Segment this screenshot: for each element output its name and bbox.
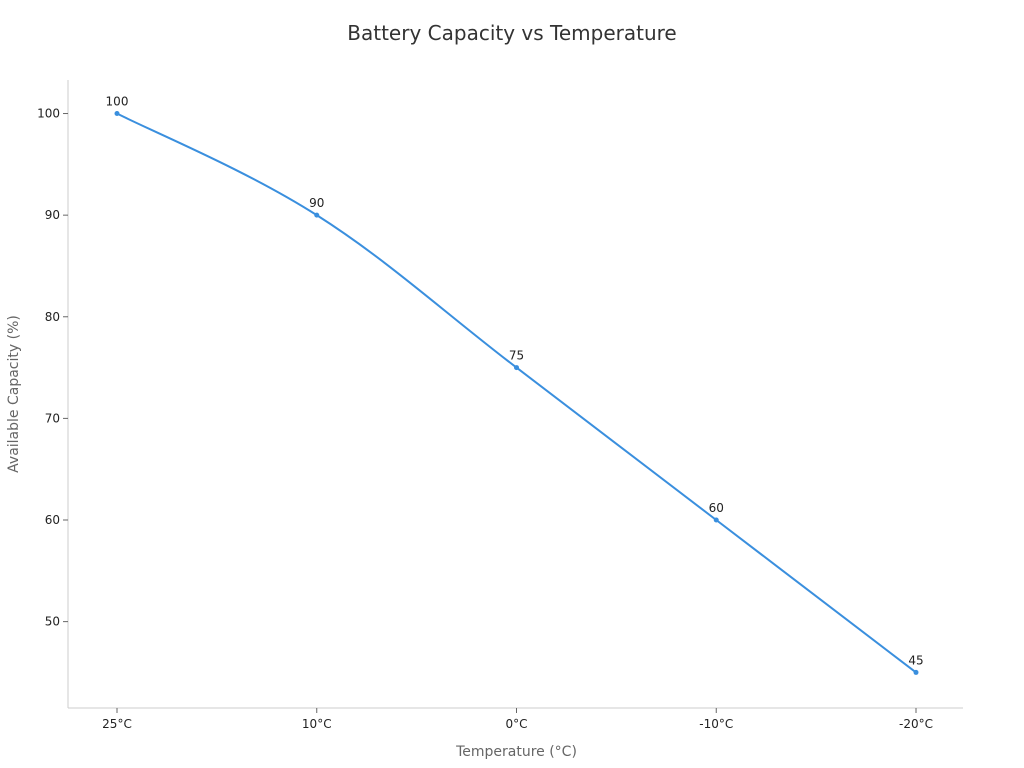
data-label: 45	[908, 653, 923, 667]
data-labels: 100 90 75 60 45	[106, 95, 924, 668]
y-tick-label: 100	[37, 107, 60, 121]
y-axis-label: Available Capacity (%)	[6, 315, 22, 473]
series-line	[116, 112, 917, 674]
data-point	[314, 212, 320, 218]
x-axis-label: Temperature (°C)	[455, 744, 577, 760]
y-tick-label: 50	[45, 615, 60, 629]
x-tick-label: -10°C	[699, 717, 733, 731]
data-label: 60	[709, 501, 724, 515]
x-tick-label: 10°C	[302, 717, 332, 731]
y-axis-ticks: 50 60 70 80 90 100	[37, 107, 68, 629]
y-tick-label: 60	[45, 513, 60, 527]
data-point	[913, 669, 919, 675]
data-point	[114, 111, 120, 117]
x-tick-label: 25°C	[102, 717, 132, 731]
x-tick-label: 0°C	[505, 717, 527, 731]
data-point	[514, 365, 519, 371]
x-tick-label: -20°C	[899, 717, 933, 731]
data-label: 90	[309, 196, 324, 210]
y-tick-label: 70	[45, 411, 60, 425]
data-label: 75	[509, 349, 524, 363]
data-points	[114, 111, 919, 675]
data-point	[713, 517, 719, 523]
chart-title: Battery Capacity vs Temperature	[347, 21, 676, 45]
y-tick-label: 80	[45, 310, 60, 324]
data-label: 100	[106, 95, 129, 109]
x-axis-ticks: 25°C 10°C 0°C -10°C -20°C	[102, 708, 933, 731]
y-tick-label: 90	[45, 208, 60, 222]
